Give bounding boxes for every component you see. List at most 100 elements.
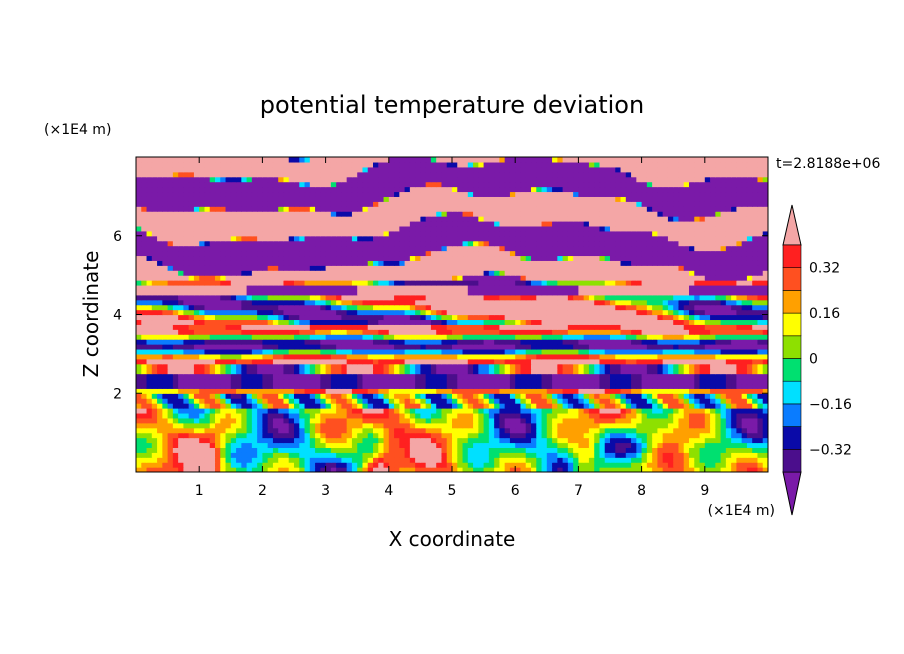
heatmap-cell — [220, 299, 227, 306]
heatmap-cell — [683, 432, 690, 439]
heatmap-cell — [573, 358, 579, 365]
heatmap-cell — [399, 403, 406, 409]
heatmap-cell — [146, 417, 153, 424]
heatmap-cell — [172, 452, 179, 458]
heatmap-cell — [525, 457, 532, 463]
heatmap-cell — [488, 294, 495, 301]
heatmap-cell — [346, 442, 353, 448]
heatmap-cell — [720, 408, 727, 414]
heatmap-cell — [573, 324, 579, 330]
heatmap-cell — [425, 270, 432, 276]
heatmap-cell — [552, 358, 558, 365]
heatmap-cell — [567, 373, 574, 380]
heatmap-cell — [415, 304, 421, 311]
heatmap-cell — [531, 427, 537, 434]
heatmap-cell — [646, 334, 653, 340]
heatmap-cell — [573, 304, 579, 311]
heatmap-cell — [225, 304, 232, 311]
heatmap-cell — [478, 373, 485, 380]
heatmap-cell — [388, 467, 395, 472]
heatmap-cell — [330, 388, 337, 394]
heatmap-cell — [409, 383, 416, 389]
heatmap-cell — [552, 427, 558, 434]
heatmap-cell — [731, 432, 737, 439]
heatmap-cell — [720, 383, 727, 389]
heatmap-cell — [215, 368, 221, 375]
heatmap-cell — [172, 314, 179, 321]
heatmap-cell — [415, 344, 421, 350]
heatmap-cell — [715, 408, 722, 414]
heatmap-cell — [604, 309, 611, 316]
heatmap-cell — [267, 383, 274, 389]
heatmap-cell — [288, 403, 295, 409]
heatmap-cell — [315, 363, 321, 370]
heatmap-cell — [309, 403, 316, 409]
heatmap-cell — [336, 447, 342, 453]
heatmap-cell — [641, 339, 648, 345]
heatmap-cell — [683, 348, 690, 355]
heatmap-cell — [567, 270, 574, 276]
heatmap-cell — [662, 344, 669, 350]
heatmap-cell — [457, 403, 464, 409]
heatmap-cell — [710, 319, 716, 325]
heatmap-cell — [720, 393, 727, 399]
heatmap-cell — [430, 363, 437, 370]
heatmap-cell — [241, 403, 248, 409]
heatmap-cell — [588, 408, 595, 414]
heatmap-cell — [720, 319, 727, 325]
heatmap-cell — [136, 270, 142, 276]
heatmap-cell — [525, 284, 532, 291]
heatmap-cell — [457, 353, 464, 360]
heatmap-cell — [230, 344, 237, 350]
heatmap-cell — [494, 329, 500, 335]
heatmap-cell — [409, 388, 416, 394]
heatmap-cell — [188, 280, 195, 286]
heatmap-cell — [678, 309, 685, 316]
heatmap-cell — [504, 265, 511, 271]
heatmap-cell — [757, 309, 764, 316]
heatmap-cell — [236, 408, 242, 414]
heatmap-cell — [157, 388, 163, 394]
heatmap-cell — [625, 422, 632, 429]
heatmap-cell — [704, 280, 711, 286]
heatmap-cell — [467, 294, 474, 301]
heatmap-cell — [415, 383, 421, 389]
heatmap-cell — [272, 398, 279, 404]
heatmap-cell — [399, 299, 406, 306]
heatmap-cell — [415, 393, 421, 399]
heatmap-cell — [457, 388, 464, 394]
heatmap-cell — [657, 452, 664, 458]
heatmap-cell — [720, 314, 727, 321]
heatmap-cell — [546, 324, 553, 330]
heatmap-cell — [399, 280, 406, 286]
heatmap-cell — [473, 422, 479, 429]
heatmap-cell — [373, 358, 379, 365]
heatmap-cell — [336, 294, 342, 301]
heatmap-cell — [246, 447, 253, 453]
heatmap-cell — [731, 403, 737, 409]
heatmap-cell — [704, 309, 711, 316]
heatmap-cell — [704, 284, 711, 291]
heatmap-cell — [494, 334, 500, 340]
heatmap-cell — [652, 457, 658, 463]
heatmap-cell — [436, 280, 443, 286]
heatmap-cell — [373, 363, 379, 370]
heatmap-cell — [652, 314, 658, 321]
heatmap-cell — [625, 373, 632, 380]
heatmap-cell — [325, 265, 332, 271]
heatmap-cell — [604, 422, 611, 429]
heatmap-cell — [362, 314, 369, 321]
heatmap-cell — [446, 383, 453, 389]
heatmap-cell — [557, 304, 564, 311]
heatmap-cell — [378, 383, 385, 389]
heatmap-cell — [251, 403, 258, 409]
heatmap-cell — [394, 403, 400, 409]
heatmap-cell — [610, 432, 616, 439]
heatmap-cell — [567, 294, 574, 301]
heatmap-cell — [404, 388, 411, 394]
heatmap-cell — [736, 284, 743, 291]
heatmap-cell — [283, 284, 290, 291]
heatmap-cell — [146, 339, 153, 345]
heatmap-cell — [399, 309, 406, 316]
heatmap-cell — [246, 289, 253, 296]
